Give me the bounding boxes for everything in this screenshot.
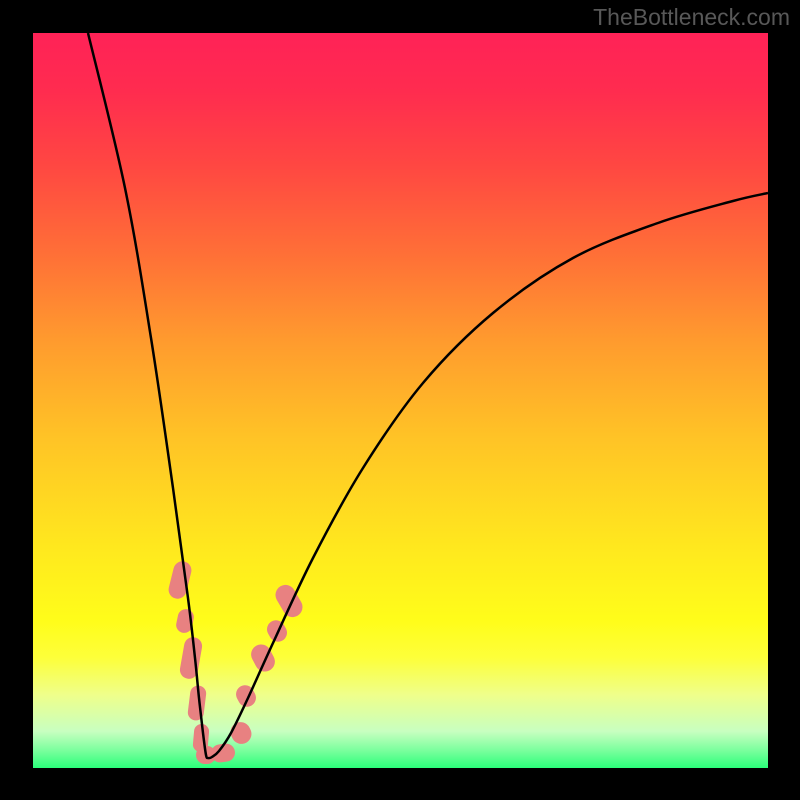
- chart-outer-frame: TheBottleneck.com: [0, 0, 800, 800]
- plot-area: [33, 33, 768, 768]
- gradient-background: [33, 33, 768, 768]
- watermark-text: TheBottleneck.com: [593, 4, 790, 31]
- chart-svg-layer: [33, 33, 768, 768]
